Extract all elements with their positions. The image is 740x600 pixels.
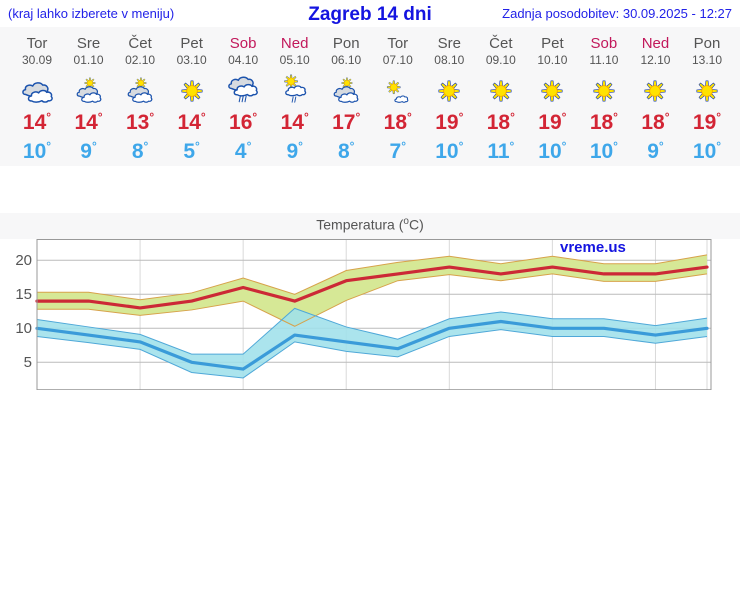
svg-text:20: 20 (15, 252, 32, 269)
svg-text:5: 5 (24, 354, 32, 371)
svg-text:15: 15 (15, 286, 32, 303)
svg-text:vreme.us: vreme.us (560, 239, 626, 256)
svg-text:10: 10 (15, 320, 32, 337)
